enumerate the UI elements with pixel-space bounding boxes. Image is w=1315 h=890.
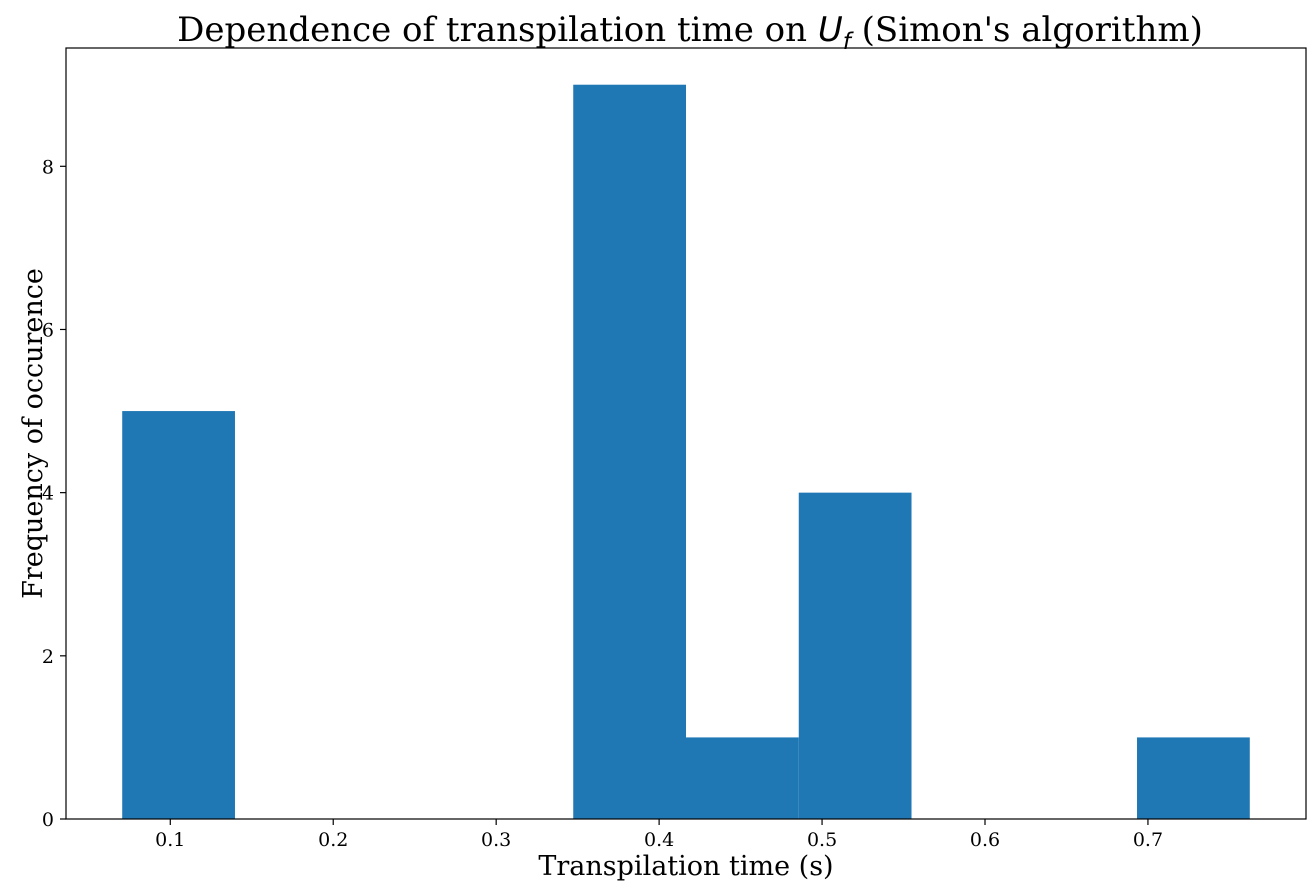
title-math-subscript: f: [843, 29, 854, 55]
x-tick-label: 0.1: [155, 829, 185, 851]
bars-group: [122, 84, 1250, 819]
y-ticks-group: 0 2 4 6 8: [42, 156, 66, 831]
title-suffix: (Simon's algorithm): [851, 10, 1203, 50]
histogram-bar-9: [1137, 737, 1250, 819]
x-ticks-group: 0.1 0.2 0.3 0.4 0.5 0.6 0.7: [155, 819, 1163, 851]
y-tick-label: 6: [42, 319, 54, 341]
y-tick-label: 0: [42, 809, 54, 831]
x-tick-label: 0.3: [481, 829, 511, 851]
title-prefix: Dependence of transpilation time on: [177, 10, 818, 50]
x-tick-label: 0.2: [318, 829, 348, 851]
y-tick-label: 4: [42, 483, 54, 505]
x-tick-label: 0.5: [807, 829, 837, 851]
histogram-bar-0: [122, 411, 235, 819]
x-tick-label: 0.7: [1133, 829, 1163, 851]
chart-title: Dependence of transpilation time on Uf (…: [177, 10, 1203, 55]
y-tick-label: 2: [42, 646, 54, 668]
histogram-bar-4: [573, 84, 686, 819]
histogram-bar-6: [798, 492, 912, 819]
title-math-symbol: U: [818, 10, 843, 50]
x-axis-label: Transpilation time (s): [538, 851, 833, 882]
x-tick-label: 0.4: [644, 829, 674, 851]
y-axis-label: Frequency of occurence: [18, 268, 49, 599]
y-tick-label: 8: [42, 156, 54, 178]
histogram-bar-5: [686, 737, 799, 819]
plot-frame: [65, 47, 1307, 820]
x-tick-label: 0.6: [970, 829, 1000, 851]
